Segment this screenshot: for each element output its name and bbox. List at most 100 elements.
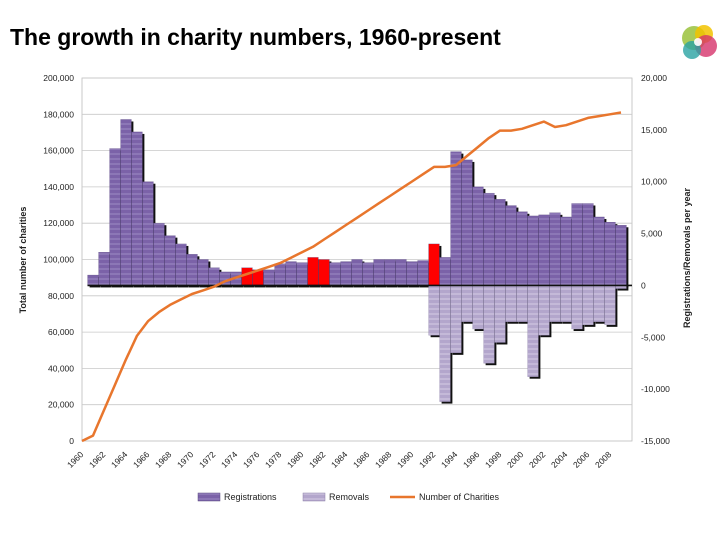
left-axis-tick-label: 20,000 — [48, 400, 74, 410]
x-axis: 1960 1962 1964 1966 1968 1970 1972 1974 1976 1978… — [65, 449, 614, 470]
registration-bar — [362, 262, 374, 286]
removal-bar — [472, 285, 484, 330]
right-axis: -15,000 -10,000 -5,000 0 5,000 10,000 15,000 20… — [641, 73, 670, 446]
x-axis-tick-label: 1986 — [351, 449, 372, 470]
legend-removals-swatch — [302, 492, 326, 502]
registration-bar — [285, 261, 297, 286]
registration-bar — [274, 263, 286, 286]
registration-bar — [384, 259, 396, 286]
registration-bar — [494, 199, 506, 286]
x-axis-tick-label: 1992 — [417, 449, 438, 470]
removal-bar — [494, 285, 506, 343]
registration-bar — [395, 259, 407, 286]
registration-bar — [131, 131, 143, 286]
registration-bar — [516, 211, 528, 286]
registration-bar — [318, 259, 330, 286]
registration-bar — [142, 181, 154, 286]
registration-bar — [197, 259, 209, 286]
registration-bar — [87, 274, 99, 286]
left-axis-tick-label: 140,000 — [43, 182, 74, 192]
x-axis-tick-label: 1976 — [241, 449, 262, 470]
registration-bar — [582, 203, 594, 286]
registration-bar — [373, 259, 385, 286]
removal-bar — [560, 285, 572, 322]
registration-bar — [329, 262, 341, 286]
right-axis-title: Registrations/Removals per year — [682, 187, 692, 328]
right-axis-tick-label: 0 — [641, 280, 646, 290]
registration-bar — [571, 203, 583, 286]
left-axis-tick-label: 60,000 — [48, 327, 74, 337]
registration-bar — [120, 119, 132, 286]
removal-bar — [549, 285, 561, 322]
bar-series — [87, 119, 629, 404]
removal-bar — [582, 285, 594, 325]
registration-bar — [604, 222, 616, 286]
left-axis-tick-label: 120,000 — [43, 218, 74, 228]
registration-bar — [527, 215, 539, 286]
x-axis-tick-label: 1984 — [329, 449, 350, 470]
registration-bar — [186, 254, 198, 286]
left-axis-tick-label: 0 — [69, 436, 74, 446]
registration-bar — [505, 205, 517, 286]
registration-bar — [340, 261, 352, 286]
removal-bar — [439, 285, 451, 402]
x-axis-tick-label: 2004 — [549, 449, 570, 470]
registration-bar — [461, 159, 473, 286]
removal-bar — [538, 285, 550, 336]
x-axis-tick-label: 1970 — [175, 449, 196, 470]
left-axis-tick-label: 200,000 — [43, 73, 74, 83]
removal-bar — [571, 285, 583, 330]
registration-bar — [296, 262, 308, 286]
removal-bar — [450, 285, 462, 353]
removal-bar — [516, 285, 528, 322]
x-axis-tick-label: 1974 — [219, 449, 240, 470]
x-axis-tick-label: 1990 — [395, 449, 416, 470]
legend-registrations-swatch — [197, 492, 221, 502]
removal-bar — [483, 285, 495, 364]
registration-bar — [153, 223, 165, 286]
number-of-charities-series — [81, 111, 622, 443]
x-axis-tick-label: 1968 — [153, 449, 174, 470]
registration-bar — [263, 269, 275, 286]
registration-bar — [164, 235, 176, 286]
registration-bar — [307, 257, 319, 286]
right-axis-tick-label: 15,000 — [641, 125, 667, 135]
removal-bar — [593, 285, 605, 322]
x-axis-tick-label: 1996 — [461, 449, 482, 470]
registration-bar — [428, 243, 440, 286]
legend-registrations-label: Registrations — [224, 492, 277, 502]
removal-bar — [604, 285, 616, 325]
x-axis-tick-label: 1964 — [109, 449, 130, 470]
x-axis-tick-label: 1966 — [131, 449, 152, 470]
x-axis-tick-label: 1982 — [307, 449, 328, 470]
right-axis-tick-label: -5,000 — [641, 332, 665, 342]
registration-bar — [560, 216, 572, 286]
registration-bar — [417, 260, 429, 286]
x-axis-tick-label: 1998 — [483, 449, 504, 470]
registration-bar — [549, 212, 561, 286]
removal-bar — [527, 285, 539, 377]
registration-bar — [241, 267, 253, 286]
registration-bar — [593, 216, 605, 286]
x-axis-tick-label: 2008 — [593, 449, 614, 470]
right-axis-tick-label: -10,000 — [641, 384, 670, 394]
commission-logo-icon — [682, 25, 717, 59]
legend-number-of-charities-label: Number of Charities — [419, 492, 500, 502]
registration-bar — [98, 252, 110, 286]
x-axis-tick-label: 1978 — [263, 449, 284, 470]
x-axis-tick-label: 1980 — [285, 449, 306, 470]
x-axis-tick-label: 2006 — [571, 449, 592, 470]
registration-bar — [450, 151, 462, 286]
legend-removals-label: Removals — [329, 492, 370, 502]
x-axis-tick-label: 1988 — [373, 449, 394, 470]
legend: Registrations Removals Number of Chariti… — [197, 492, 500, 502]
right-axis-tick-label: 5,000 — [641, 229, 663, 239]
registration-bar — [109, 148, 121, 286]
removal-bar — [428, 285, 440, 336]
left-axis-tick-label: 80,000 — [48, 291, 74, 301]
registration-bar — [175, 243, 187, 286]
x-axis-tick-label: 2000 — [505, 449, 526, 470]
registration-bar — [208, 267, 220, 286]
page-title: The growth in charity numbers, 1960-pres… — [10, 24, 501, 50]
registration-bar — [439, 257, 451, 286]
